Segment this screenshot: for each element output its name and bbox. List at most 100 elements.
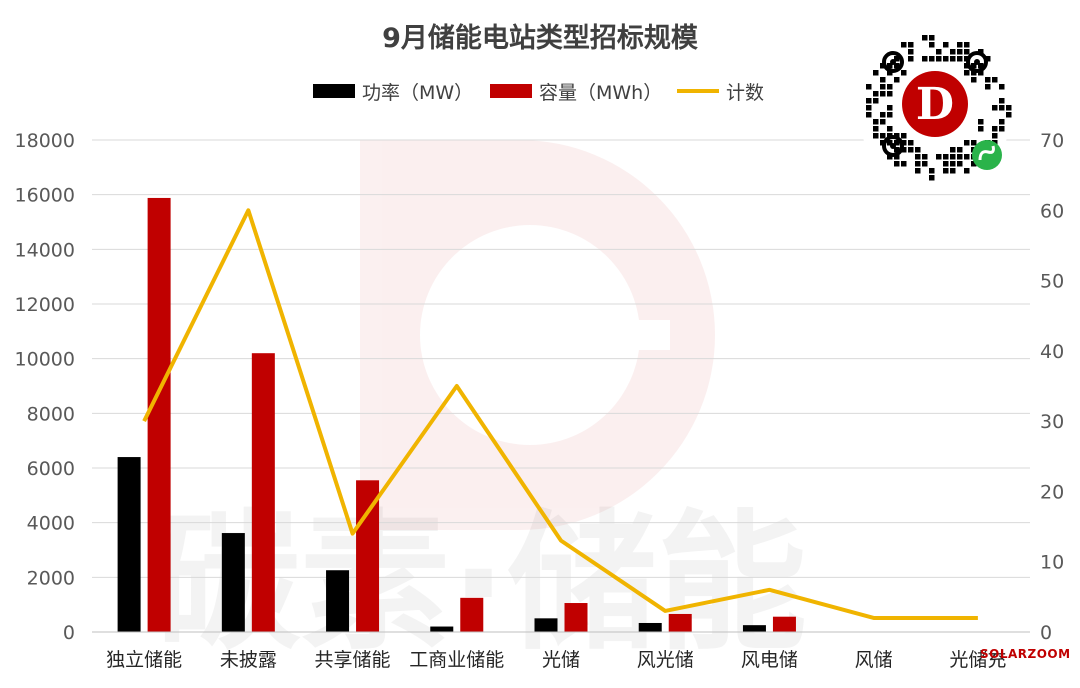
- mini-program-link-icon: [978, 145, 995, 161]
- qr-module: [943, 161, 949, 167]
- solarzoom-watermark: SOLARZOOM: [980, 647, 1071, 661]
- qr-module: [943, 168, 949, 174]
- bar-power: [534, 618, 558, 632]
- qr-module: [964, 70, 970, 76]
- qr-module: [894, 147, 900, 153]
- qr-module: [964, 168, 970, 174]
- qr-module: [978, 63, 984, 69]
- bar-power: [326, 570, 350, 632]
- qr-module: [908, 42, 914, 48]
- qr-module: [908, 49, 914, 55]
- bar-capacity: [772, 616, 796, 632]
- qr-module: [922, 154, 928, 160]
- y-tick-label-right: 50: [1040, 271, 1064, 293]
- legend-swatch-capacity: [490, 84, 532, 98]
- qr-module: [957, 49, 963, 55]
- qr-module: [887, 84, 893, 90]
- bars: [117, 197, 796, 633]
- mini-program-qr-icon: D: [855, 24, 1015, 184]
- qr-module: [971, 63, 977, 69]
- qr-module: [978, 70, 984, 76]
- bar-capacity: [460, 597, 484, 632]
- qr-module: [873, 133, 879, 139]
- watermark-logo: [360, 140, 715, 530]
- x-tick-label: 工商业储能: [409, 649, 504, 671]
- qr-module: [971, 161, 977, 167]
- x-tick-label: 光储: [542, 649, 580, 671]
- qr-finder: [966, 51, 988, 73]
- qr-module: [950, 168, 956, 174]
- qr-module: [887, 70, 893, 76]
- y-tick-label-left: 8000: [27, 403, 75, 425]
- bar-power: [638, 622, 662, 632]
- qr-module: [936, 154, 942, 160]
- y-tick-label-left: 2000: [27, 567, 75, 589]
- legend-label-count: 计数: [726, 82, 764, 104]
- qr-module: [915, 168, 921, 174]
- qr-module: [887, 154, 893, 160]
- x-tick-label: 光储充: [949, 649, 1006, 671]
- qr-module: [999, 126, 1005, 132]
- bar-power: [742, 625, 766, 632]
- y-tick-label-right: 0: [1040, 622, 1052, 644]
- y-tick-label-left: 6000: [27, 458, 75, 480]
- x-axis: 独立储能 未披露 共享储能 工商业储能 光储 风光储 风电储 风储 光储充: [92, 631, 1030, 671]
- y-tick-label-right: 40: [1040, 341, 1064, 363]
- qr-module: [999, 105, 1005, 111]
- y-tick-label-left: 10000: [15, 349, 75, 371]
- qr-finder-dot: [890, 143, 896, 149]
- qr-module: [901, 42, 907, 48]
- qr-module: [999, 119, 1005, 125]
- qr-module: [880, 77, 886, 83]
- qr-module: [880, 112, 886, 118]
- qr-module: [894, 140, 900, 146]
- qr-finder: [882, 135, 904, 157]
- qr-module: [901, 161, 907, 167]
- qr-module: [887, 91, 893, 97]
- qr-module: [901, 147, 907, 153]
- x-tick-label: 共享储能: [315, 649, 391, 671]
- bar-power: [221, 533, 245, 632]
- y-tick-label-right: 10: [1040, 552, 1064, 574]
- x-tick-label: 独立储能: [106, 649, 182, 671]
- qr-module: [971, 70, 977, 76]
- qr-module: [894, 63, 900, 69]
- bar-capacity: [564, 603, 588, 632]
- qr-module: [866, 98, 872, 104]
- qr-module: [964, 154, 970, 160]
- qr-module: [880, 91, 886, 97]
- y-tick-label-right: 30: [1040, 411, 1064, 433]
- qr-module: [964, 49, 970, 55]
- qr-module: [915, 154, 921, 160]
- qr-module: [908, 56, 914, 62]
- qr-module: [880, 119, 886, 125]
- series-line-count: [142, 208, 978, 620]
- qr-finder-dot: [974, 59, 980, 65]
- qr-module: [964, 42, 970, 48]
- y-tick-label-left: 18000: [15, 130, 75, 152]
- qr-module: [943, 56, 949, 62]
- y-axis-left: 0 2000 4000 6000 8000 10000 12000 14000 16000 180…: [15, 130, 75, 644]
- qr-module: [978, 119, 984, 125]
- qr-module: [957, 154, 963, 160]
- qr-module: [887, 63, 893, 69]
- qr-logo-letter: D: [916, 79, 954, 130]
- qr-module: [950, 147, 956, 153]
- qr-module: [971, 140, 977, 146]
- bar-capacity: [147, 197, 171, 633]
- chart-title: 9月储能电站类型招标规模: [382, 22, 698, 54]
- y-tick-label-left: 16000: [15, 185, 75, 207]
- qr-module: [887, 126, 893, 132]
- y-tick-label-left: 4000: [27, 513, 75, 535]
- bar-capacity: [668, 613, 692, 632]
- qr-module: [985, 84, 991, 90]
- qr-module: [1006, 105, 1012, 111]
- qr-module: [922, 161, 928, 167]
- y-tick-label-left: 12000: [15, 294, 75, 316]
- x-tick-label: 风光储: [637, 649, 694, 671]
- qr-module: [950, 154, 956, 160]
- qr-module: [894, 77, 900, 83]
- qr-module: [901, 133, 907, 139]
- y-tick-label-right: 60: [1040, 200, 1064, 222]
- qr-module: [873, 126, 879, 132]
